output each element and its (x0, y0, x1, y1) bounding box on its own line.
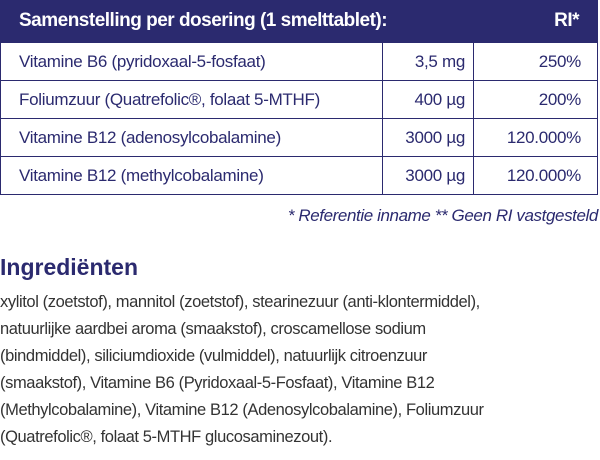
ingredients-title: Ingrediënten (0, 254, 139, 280)
ingredients-line: (bindmiddel), siliciumdioxide (vulmiddel… (0, 347, 428, 365)
nutrient-amount: 3000 µg (383, 157, 474, 194)
table-row: Vitamine B6 (pyridoxaal-5-fosfaat) 3,5 m… (1, 42, 597, 80)
nutrient-ri: 120.000% (506, 165, 581, 185)
nutrient-name: Vitamine B6 (pyridoxaal-5-fosfaat) (1, 43, 383, 80)
ingredients-line: natuurlijke aardbei aroma (smaakstof), c… (0, 320, 426, 338)
table-row: Foliumzuur (Quatrefolic®, folaat 5-MTHF)… (1, 80, 597, 118)
composition-table: Samenstelling per dosering (1 smelttable… (0, 0, 598, 195)
ingredients-line: (Methylcobalamine), Vitamine B12 (Adenos… (0, 401, 484, 419)
table-header: Samenstelling per dosering (1 smelttable… (1, 0, 597, 42)
ingredients-line: (Quatrefolic®, folaat 5-MTHF glucosamine… (0, 428, 333, 446)
ingredients-list: xylitol (zoetstof), mannitol (zoetstof),… (0, 289, 484, 451)
table-row: Vitamine B12 (adenosylcobalamine) 3000 µ… (1, 118, 597, 156)
table-title: Samenstelling per dosering (1 smelttable… (19, 10, 388, 31)
nutrient-name: Foliumzuur (Quatrefolic®, folaat 5-MTHF) (1, 81, 383, 118)
ri-header: RI* (554, 10, 579, 31)
nutrient-ri: 120.000% (506, 127, 581, 147)
nutrient-ri: 200% (538, 89, 582, 109)
footnote: * Referentie inname ** Geen RI vastgeste… (287, 206, 599, 225)
nutrient-name: Vitamine B12 (methylcobalamine) (1, 157, 383, 194)
table-row: Vitamine B12 (methylcobalamine) 3000 µg … (1, 156, 597, 194)
ingredients-line: (smaakstof), Vitamine B6 (Pyridoxaal-5-F… (0, 374, 435, 392)
nutrient-name: Vitamine B12 (adenosylcobalamine) (1, 119, 383, 156)
nutrient-amount: 400 µg (383, 81, 474, 118)
nutrient-amount: 3,5 mg (383, 43, 474, 80)
nutrient-amount: 3000 µg (383, 119, 474, 156)
nutrient-ri: 250% (538, 51, 582, 71)
ingredients-line: xylitol (zoetstof), mannitol (zoetstof),… (0, 293, 480, 311)
